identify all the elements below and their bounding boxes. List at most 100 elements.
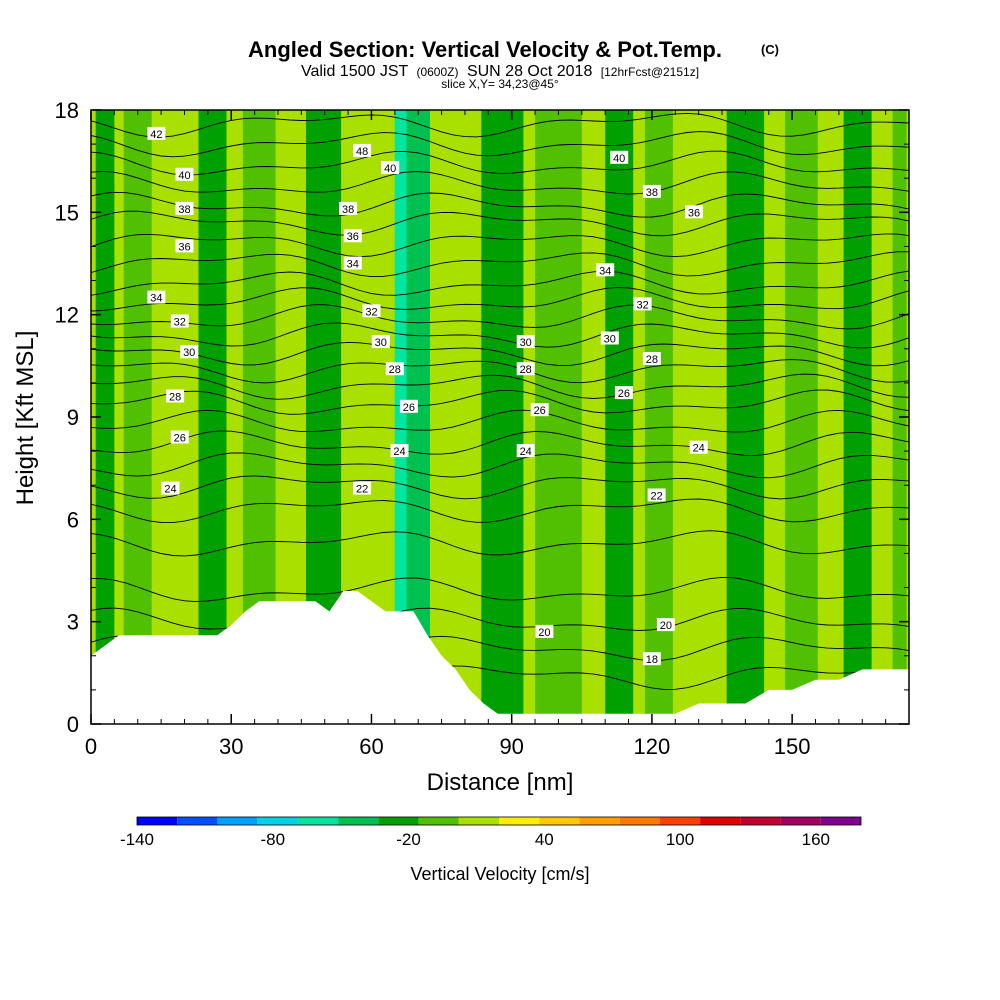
velocity-column-1 [123,110,152,724]
isentrope-label-bg-33 [614,386,633,400]
x-tick-label-30: 30 [219,734,243,759]
isentrope-33 [91,304,909,330]
y-tick-label-12: 12 [55,303,79,328]
isentrope-label-9: 24 [164,484,176,496]
colorbar-title: Vertical Velocity [cm/s] [410,864,589,884]
isentrope-label-29: 34 [599,265,611,277]
plot-area: 42 40 38 36 34 32 30 28 26 24 22 24 26 28 30 32 34 36 38 48… [91,110,909,724]
colorbar-swatch-3 [257,817,298,825]
colorbar-swatch-4 [297,817,339,825]
colorbar-swatch-8 [458,817,499,825]
velocity-column-0 [95,110,115,724]
isentrope-label-bg-17 [343,229,362,243]
isentrope-label-bg-0 [147,126,166,140]
isentrope-label-bg-6 [180,345,199,359]
colorbar-swatch-7 [418,817,459,825]
isentrope-label-28: 36 [688,207,700,219]
isentrope-label-bg-5 [170,314,189,328]
isentrope-34 [91,286,909,312]
y-tick-label-15: 15 [55,200,79,225]
isentrope-label-bg-32 [642,352,661,365]
isentrope-label-34: 24 [693,443,705,455]
isentrope-32 [91,322,909,349]
isentrope-31 [91,341,909,367]
isentrope-label-32: 28 [646,354,658,366]
isentrope-35 [91,270,909,296]
subtitle-valid: Valid 1500 JST [301,63,409,80]
isentrope-label-bg-29 [596,263,615,277]
isentrope-23 [91,498,909,524]
subtitle-forecast: [12hrFcst@2151z] [601,65,699,79]
velocity-column-8 [406,110,430,724]
isentrope-label-bg-23 [530,403,549,417]
isentrope-label-36: 20 [660,620,672,632]
colorbar-swatch-12 [619,817,660,825]
colorbar-tick-label-5: 160 [802,830,830,849]
velocity-column-2 [177,110,192,724]
colorbar-tick-label-3: 40 [535,830,554,849]
isentrope-label-bg-34 [689,440,708,454]
isentrope-label-bg-24 [516,444,535,458]
x-tick-label-120: 120 [634,734,671,759]
colorbar-swatch-5 [338,817,379,825]
chart-subtitle: Valid 1500 JST (0600Z) SUN 28 Oct 2018 [… [301,63,699,80]
isentrope-label-20: 40 [384,163,396,175]
isentrope-25 [91,452,909,479]
isentrope-label-bg-11 [390,444,409,458]
isentrope-label-23: 26 [534,405,546,417]
isentrope-label-bg-15 [362,304,381,318]
colorbar-swatch-9 [499,817,540,825]
colorbar-swatch-1 [177,817,218,825]
y-tick-label-6: 6 [67,507,79,532]
isentrope-label-3: 36 [178,241,190,253]
velocity-column-9 [448,110,463,724]
colorbar-swatch-13 [659,817,701,825]
x-tick-label-60: 60 [359,734,383,759]
isentrope-21 [91,576,909,603]
velocity-column-10 [481,110,524,724]
isentrope-label-27: 38 [646,187,658,199]
subtitle-utc: (0600Z) [416,65,458,79]
isentrope-label-bg-13 [385,362,404,376]
colorbar-swatch-15 [740,817,781,825]
isentrope-label-14: 30 [375,337,387,349]
velocity-column-17 [843,110,872,724]
colorbar-swatch-16 [780,817,821,825]
isentrope-label-2: 38 [178,204,190,216]
isentrope-label-bg-8 [170,430,189,444]
isentrope-label-bg-19 [353,143,372,157]
colorbar-swatch-6 [378,817,419,825]
isentrope-22 [91,530,909,557]
isentrope-label-bg-28 [685,205,703,219]
isentrope-label-4: 34 [150,293,162,305]
isentrope-label-bg-14 [371,335,390,348]
isentrope-label-17: 36 [347,231,359,243]
isentrope-label-bg-37 [642,652,661,666]
y-axis-label: Height [Kft MSL] [12,331,39,506]
colorbar-tick-label-4: 100 [666,830,694,849]
isentrope-label-bg-18 [339,201,358,215]
x-tick-label-90: 90 [499,734,523,759]
isentrope-41 [91,150,909,176]
isentrope-27 [91,409,909,433]
isentrope-label-30: 32 [636,299,648,311]
colorbar-tick-label-2: -20 [396,830,421,849]
isentrope-43 [91,112,909,138]
isentrope-label-33: 26 [618,388,630,400]
isentrope-label-11: 24 [393,446,405,458]
isentrope-label-bg-30 [633,297,652,311]
velocity-column-3 [198,110,227,724]
isentrope-label-bg-16 [343,256,362,270]
colorbar-swatch-17 [820,817,861,825]
isentrope-label-bg-36 [656,618,675,632]
slice-label: slice X,Y= 34,23@45° [441,77,559,91]
colorbar-swatch-0 [137,817,178,825]
isentrope-label-16: 34 [347,259,359,271]
isentrope-label-bg-27 [642,184,661,198]
isentrope-label-bg-7 [166,389,185,403]
isentrope-label-19: 48 [356,146,368,158]
isentrope-label-22: 28 [520,364,532,376]
isentrope-label-bg-9 [161,481,180,495]
isentrope-label-37: 18 [646,654,658,666]
